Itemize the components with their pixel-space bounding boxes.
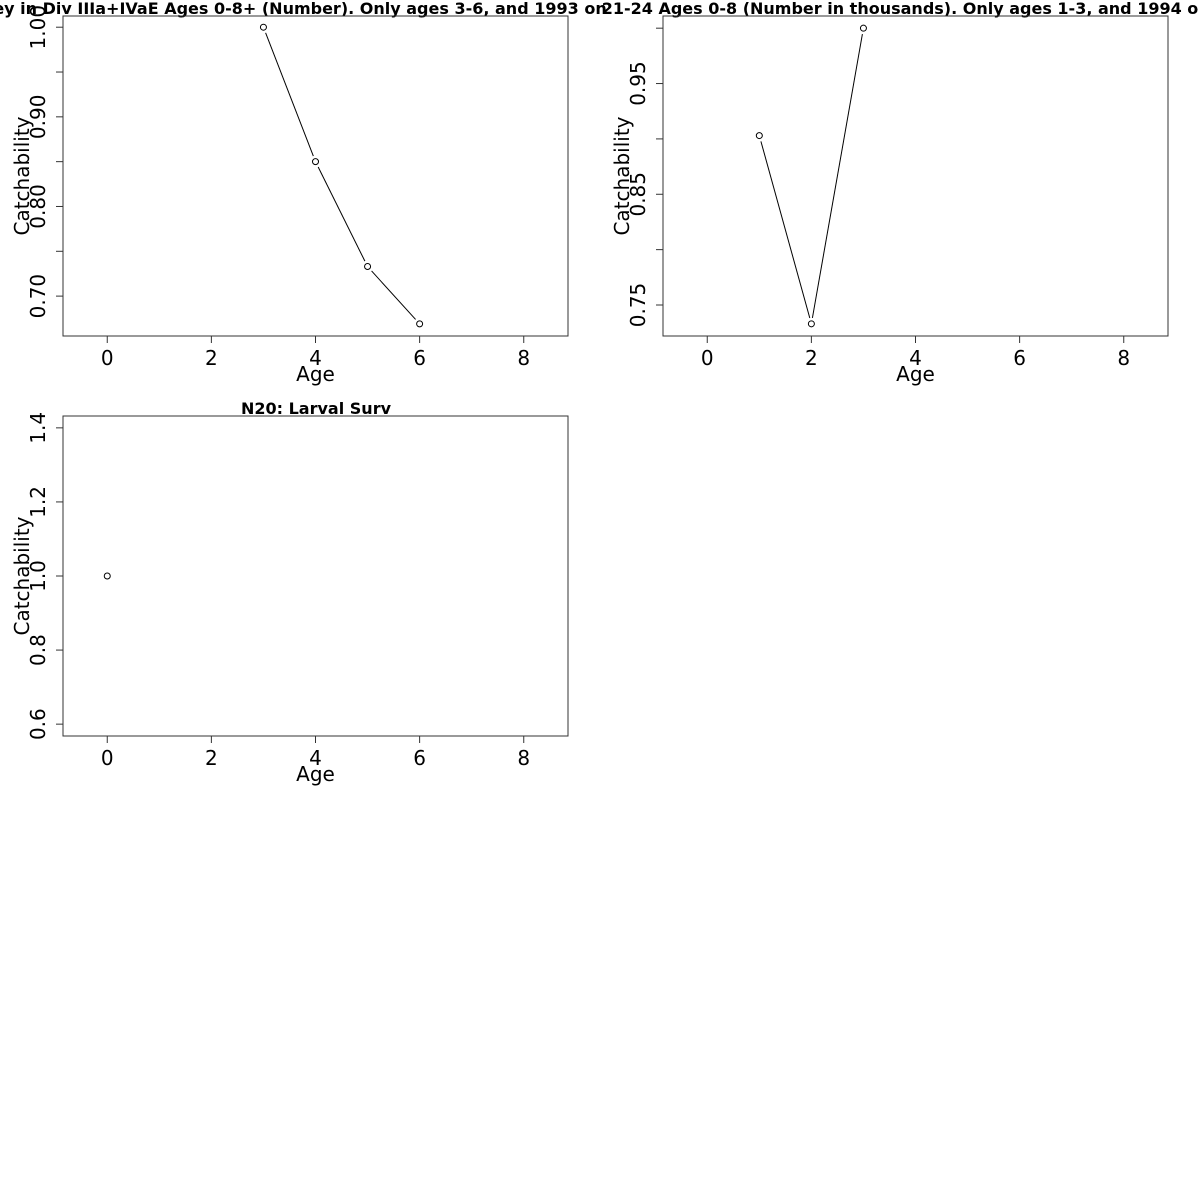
x-axis-label: Age [296, 362, 335, 386]
series-line-segment [317, 166, 366, 262]
y-tick-label: 0.75 [626, 283, 650, 328]
x-tick-label: 4 [309, 746, 322, 770]
y-tick-label: 0.90 [26, 95, 50, 140]
x-tick-label: 8 [517, 346, 530, 370]
data-point [859, 24, 867, 32]
y-tick-label: 1.2 [26, 486, 50, 518]
x-tick-label: 6 [413, 346, 426, 370]
x-tick-label: 4 [909, 346, 922, 370]
plot-area [62, 15, 569, 337]
x-tick-label: 0 [101, 746, 114, 770]
data-point [312, 158, 319, 166]
data-point [755, 132, 763, 140]
x-tick-label: 0 [101, 346, 114, 370]
series-line-segment [371, 270, 416, 320]
chart-panel-1: ey in Div IIIa+IVaE Ages 0-8+ (Number). … [0, 0, 607, 386]
data-point [364, 263, 372, 271]
y-axis-label: Catchability [10, 116, 34, 235]
y-tick-label: 0.70 [26, 274, 50, 319]
x-tick-label: 6 [1013, 346, 1026, 370]
x-tick-label: 4 [309, 346, 322, 370]
data-point [416, 320, 424, 328]
y-tick-label: 1.00 [26, 5, 50, 50]
series-line-segment [811, 34, 863, 318]
chart-title: N20: Larval Surv [241, 399, 392, 418]
x-tick-label: 8 [517, 746, 530, 770]
y-tick-label: 0.85 [626, 172, 650, 217]
y-tick-label: 1.0 [26, 560, 50, 592]
x-tick-label: 2 [205, 346, 218, 370]
y-tick-label: 0.95 [626, 61, 650, 106]
chart-title: ey in Div IIIa+IVaE Ages 0-8+ (Number). … [0, 0, 607, 18]
x-axis-label: Age [896, 362, 935, 386]
data-point [259, 23, 267, 31]
series-line-segment [265, 32, 314, 157]
y-tick-label: 1.4 [26, 412, 50, 444]
y-tick-label: 0.80 [26, 184, 50, 229]
chart-title: 21-24 Ages 0-8 (Number in thousands). On… [602, 0, 1199, 18]
data-point [807, 320, 815, 328]
y-axis-label: Catchability [610, 116, 634, 235]
y-tick-label: 0.8 [26, 634, 50, 666]
chart-panel-2: 21-24 Ages 0-8 (Number in thousands). On… [602, 0, 1199, 386]
data-point [103, 572, 111, 580]
plot-area [62, 415, 569, 737]
chart-panel-3: N20: Larval Surv 0 2 4 6 8 0.6 0.8 1.0 1.2 1.4 Age C… [10, 399, 569, 786]
series-line-segment [760, 141, 811, 319]
x-tick-label: 8 [1117, 346, 1130, 370]
plot-area [662, 15, 1169, 337]
x-tick-label: 2 [205, 746, 218, 770]
x-tick-label: 2 [805, 346, 818, 370]
y-tick-label: 0.6 [26, 708, 50, 740]
x-tick-label: 0 [701, 346, 714, 370]
x-axis-label: Age [296, 762, 335, 786]
x-tick-label: 6 [413, 746, 426, 770]
y-axis-label: Catchability [10, 516, 34, 635]
